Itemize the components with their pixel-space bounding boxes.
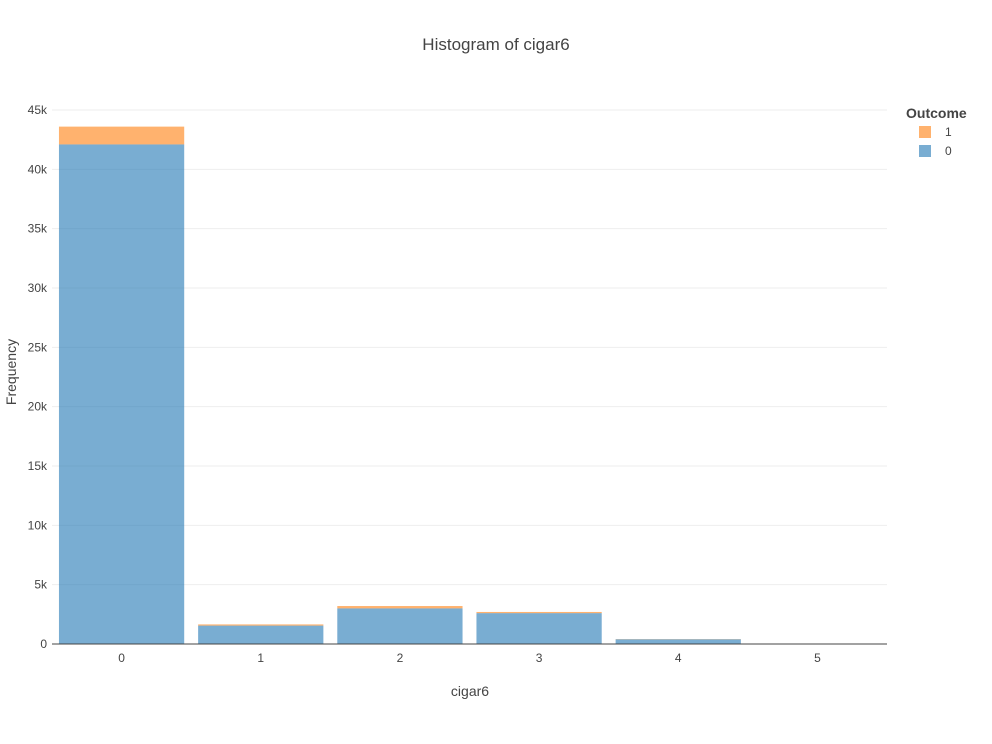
bar-outcome-0-cigar6-4 <box>615 639 741 644</box>
bar-outcome-0-cigar6-0 <box>58 144 185 644</box>
legend-label-0: 0 <box>945 144 952 158</box>
legend-title: Outcome <box>906 105 967 121</box>
bar-outcome-1-cigar6-2 <box>337 606 463 609</box>
y-tick-label: 25k <box>28 340 48 354</box>
bar-outcome-1-cigar6-3 <box>476 611 602 614</box>
y-axis-title: Frequency <box>3 339 19 405</box>
x-tick-label: 5 <box>814 651 821 665</box>
legend-swatch-0 <box>919 145 931 157</box>
y-tick-label: 40k <box>28 162 48 176</box>
bar-outcome-0-cigar6-2 <box>337 608 463 644</box>
y-tick-label: 10k <box>28 518 48 532</box>
y-tick-label: 15k <box>28 459 48 473</box>
y-gridlines <box>52 109 887 586</box>
x-tick-labels: 0 1 2 3 4 5 <box>118 651 821 665</box>
y-tick-label: 5k <box>34 578 48 592</box>
y-tick-label: 30k <box>28 281 48 295</box>
bar-outcome-0-cigar6-3 <box>476 613 602 644</box>
y-tick-label: 35k <box>28 222 48 236</box>
y-tick-label: 20k <box>28 400 48 414</box>
y-tick-label: 45k <box>28 103 48 117</box>
x-tick-label: 2 <box>397 651 404 665</box>
x-tick-label: 4 <box>675 651 682 665</box>
legend: Outcome 1 0 <box>906 105 967 158</box>
x-tick-label: 3 <box>536 651 543 665</box>
legend-swatch-1 <box>919 126 931 138</box>
x-tick-label: 0 <box>118 651 125 665</box>
chart-title: Histogram of cigar6 <box>422 35 569 54</box>
bar-outcome-0-cigar6-1 <box>198 625 324 644</box>
bar-outcome-1-cigar6-1 <box>198 624 324 626</box>
bar-layer <box>58 126 881 644</box>
x-tick-label: 1 <box>257 651 264 665</box>
bar-outcome-1-cigar6-0 <box>58 126 185 145</box>
x-axis-title: cigar6 <box>451 683 489 699</box>
legend-label-1: 1 <box>945 125 952 139</box>
y-tick-labels: 0 5k 10k 15k 20k 25k 30k 35k 40k 45k <box>28 103 48 651</box>
y-tick-label: 0 <box>40 637 47 651</box>
